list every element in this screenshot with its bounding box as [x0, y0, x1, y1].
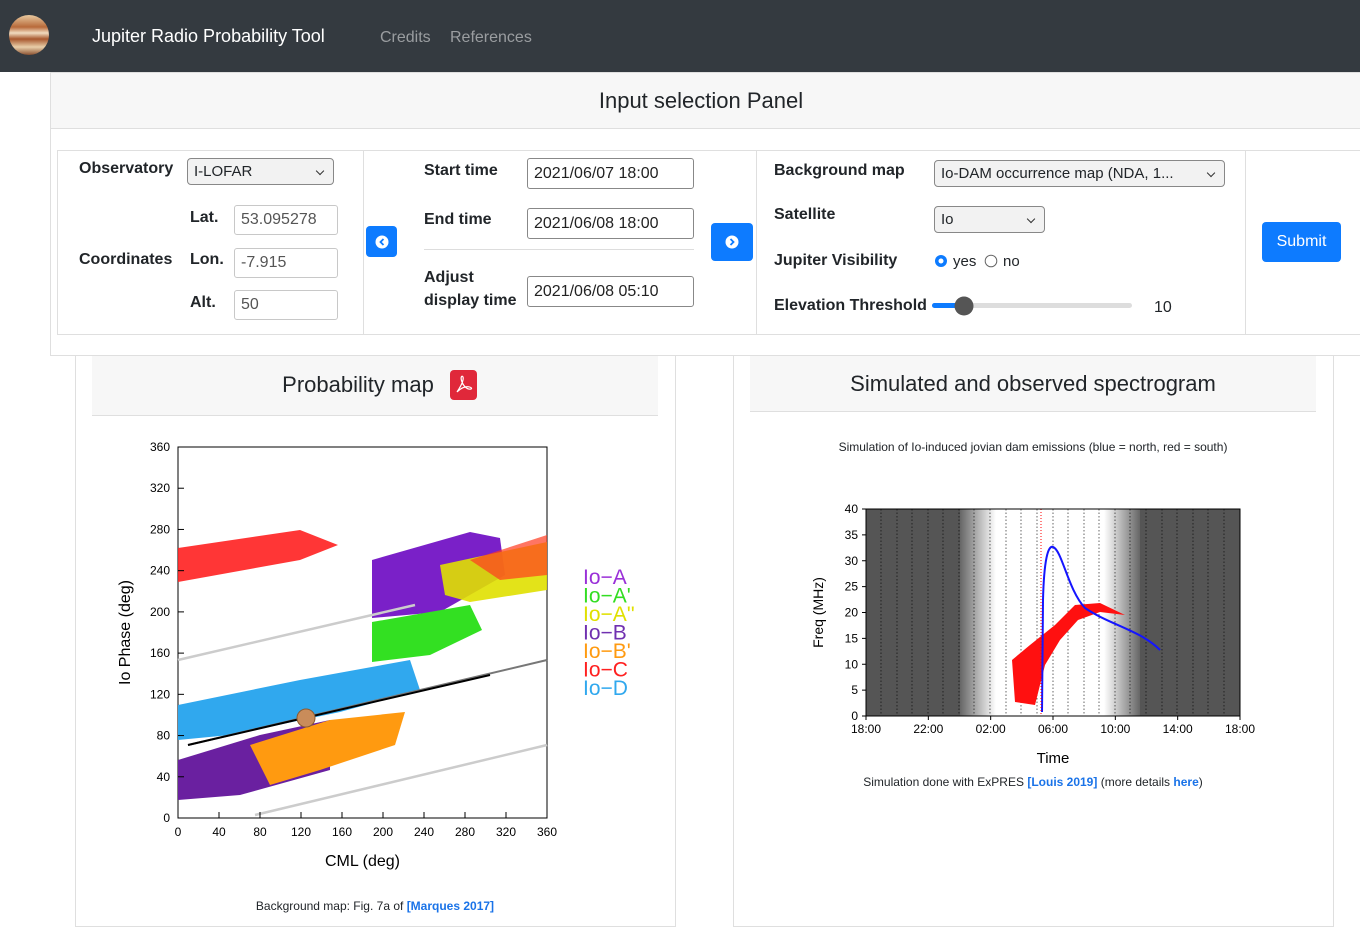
x-tick-label: 10:00	[1100, 722, 1130, 736]
y-tick-label: 120	[150, 687, 170, 701]
x-tick-label: 200	[373, 825, 393, 839]
charts: 0408012016020024028032036004080120160200…	[0, 0, 1360, 915]
y-tick-label: 0	[163, 811, 170, 825]
y-axis-label: Io Phase (deg)	[117, 580, 134, 685]
y-tick-label: 15	[845, 631, 859, 645]
x-tick-label: 280	[455, 825, 475, 839]
y-tick-label: 160	[150, 646, 170, 660]
spectrogram-background	[866, 509, 1240, 716]
y-tick-label: 320	[150, 481, 170, 495]
x-tick-label: 320	[496, 825, 516, 839]
x-tick-label: 80	[253, 825, 267, 839]
x-tick-label: 18:00	[851, 722, 881, 736]
y-tick-label: 200	[150, 605, 170, 619]
x-tick-label: 06:00	[1038, 722, 1068, 736]
y-tick-label: 10	[845, 657, 859, 671]
x-axis-label: CML (deg)	[325, 853, 400, 870]
page: Jupiter Radio Probability Tool Credits R…	[0, 0, 1360, 915]
x-tick-label: 02:00	[976, 722, 1006, 736]
x-tick-label: 40	[212, 825, 226, 839]
x-tick-label: 160	[332, 825, 352, 839]
y-tick-label: 0	[851, 709, 858, 723]
x-tick-label: 240	[414, 825, 434, 839]
y-tick-label: 20	[845, 606, 859, 620]
y-axis-label: Freq (MHz)	[810, 577, 826, 648]
x-tick-label: 120	[291, 825, 311, 839]
y-tick-label: 5	[851, 683, 858, 697]
legend-entry: Io−D	[583, 677, 628, 700]
x-tick-label: 22:00	[913, 722, 943, 736]
y-tick-label: 80	[157, 729, 171, 743]
y-tick-label: 35	[845, 528, 859, 542]
y-tick-label: 40	[845, 502, 859, 516]
x-tick-label: 0	[175, 825, 182, 839]
x-axis-label: Time	[1037, 750, 1070, 767]
x-tick-label: 14:00	[1163, 722, 1193, 736]
y-tick-label: 240	[150, 564, 170, 578]
y-tick-label: 30	[845, 554, 859, 568]
x-tick-label: 360	[537, 825, 557, 839]
y-tick-label: 360	[150, 440, 170, 454]
x-tick-label: 18:00	[1225, 722, 1255, 736]
y-tick-label: 40	[157, 770, 171, 784]
probability-background	[178, 447, 547, 818]
y-tick-label: 25	[845, 580, 859, 594]
y-tick-label: 280	[150, 522, 170, 536]
